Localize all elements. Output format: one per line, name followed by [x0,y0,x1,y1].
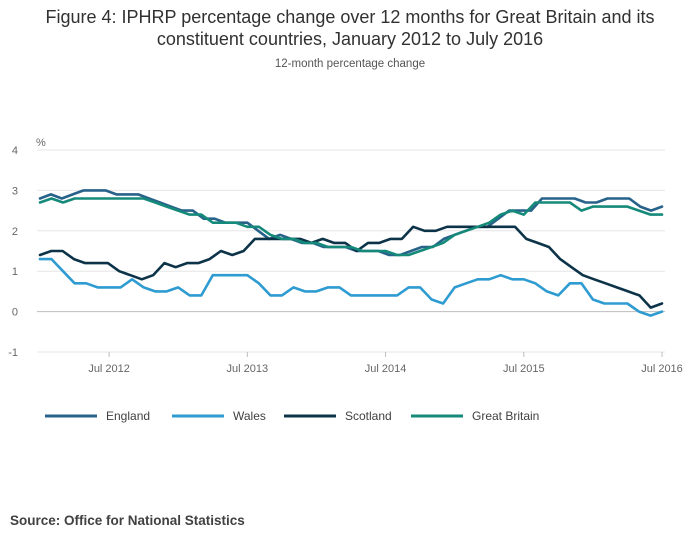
legend-label-great-britain: Great Britain [472,409,539,423]
chart-title-line-1: Figure 4: IPHRP percentage change over 1… [45,7,655,27]
y-tick-label: 3 [12,185,18,197]
y-tick-label: -1 [8,347,18,359]
series-line-england [38,189,664,257]
x-axis: Jul 2012 Jul 2013 Jul 2014 Jul 2015 Jul 2016 [88,352,683,375]
y-tick-label: 1 [12,266,18,278]
y-axis-unit: % [36,137,46,149]
legend-label-england: England [106,409,150,423]
chart-title: Figure 4: IPHRP percentage change over 1… [0,6,700,50]
series-line-wales [38,257,664,317]
series-lines [38,189,664,317]
y-tick-label: 2 [12,226,18,238]
x-tick-label: Jul 2014 [365,363,407,375]
x-tick-label: Jul 2016 [641,363,683,375]
gridlines [37,149,665,353]
legend-label-wales: Wales [233,409,266,423]
x-tick-label: Jul 2013 [227,363,269,375]
y-tick-label: 4 [12,145,18,157]
legend: England Wales Scotland Great Britain [45,409,539,423]
y-tick-label: 0 [12,307,18,319]
x-tick-label: Jul 2012 [88,363,130,375]
legend-label-scotland: Scotland [345,409,392,423]
source-note: Source: Office for National Statistics [10,513,245,528]
y-axis: -1 0 1 2 3 4% [8,137,46,359]
series-line-great-britain [38,197,664,257]
chart-title-line-2: constituent countries, January 2012 to J… [156,29,544,49]
chart-subtitle: 12-month percentage change [274,58,426,70]
x-tick-label: Jul 2015 [503,363,545,375]
